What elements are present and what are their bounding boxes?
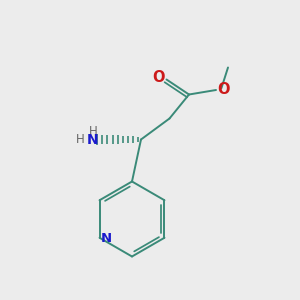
Text: H: H <box>88 124 98 138</box>
Text: N: N <box>100 232 112 245</box>
Text: O: O <box>218 82 230 97</box>
Text: O: O <box>152 70 164 85</box>
Text: N: N <box>87 133 99 146</box>
Text: H: H <box>76 133 85 146</box>
